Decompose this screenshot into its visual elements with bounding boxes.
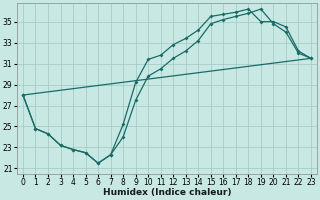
X-axis label: Humidex (Indice chaleur): Humidex (Indice chaleur) [103,188,231,197]
